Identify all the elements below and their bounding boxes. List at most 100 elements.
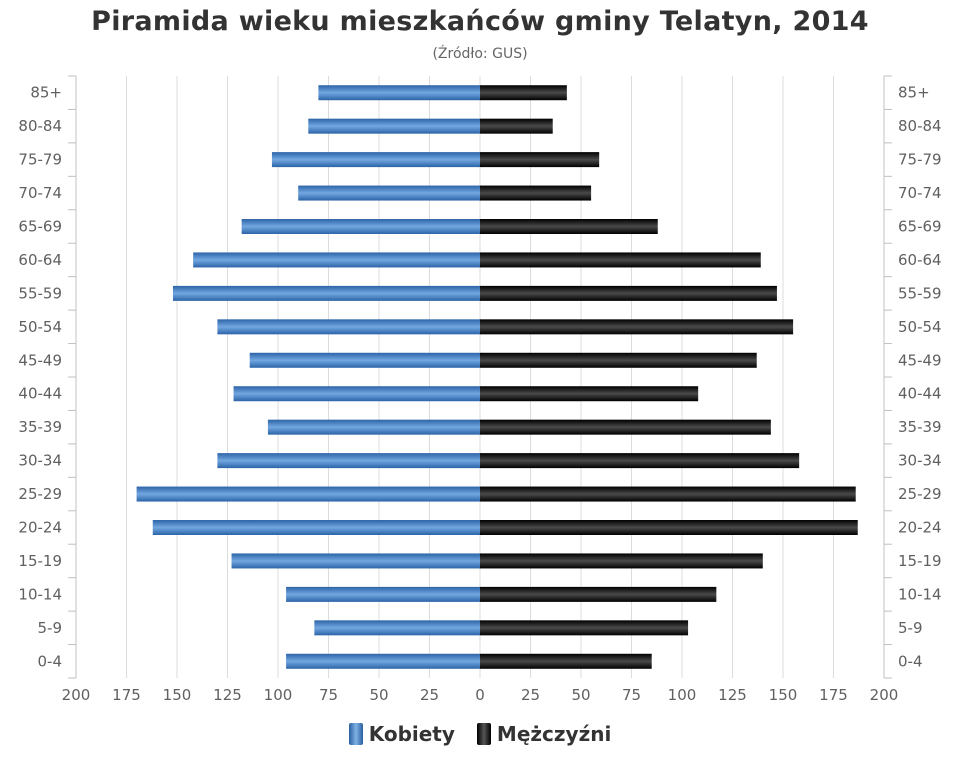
bar-women[interactable] bbox=[172, 285, 480, 301]
x-tick-label: 25 bbox=[420, 686, 439, 704]
bar-men[interactable] bbox=[480, 486, 856, 502]
x-tick-label: 175 bbox=[112, 686, 141, 704]
bar-women[interactable] bbox=[152, 520, 480, 535]
bar-men[interactable] bbox=[480, 520, 858, 535]
y-tick-label-left: 25-29 bbox=[18, 485, 62, 503]
bar-men[interactable] bbox=[480, 118, 553, 134]
y-tick-label-right: 0-4 bbox=[898, 652, 923, 670]
bar-men[interactable] bbox=[480, 285, 777, 301]
legend-label-women: Kobiety bbox=[368, 722, 455, 746]
bar-women[interactable] bbox=[193, 252, 480, 268]
bar-men[interactable] bbox=[480, 386, 699, 402]
legend-swatch-women bbox=[348, 723, 363, 745]
bar-men[interactable] bbox=[480, 219, 658, 234]
bar-men[interactable] bbox=[480, 252, 761, 268]
legend-item-men[interactable]: Mężczyźni bbox=[476, 722, 612, 746]
legend-label-men: Mężczyźni bbox=[496, 722, 612, 746]
x-tick-label: 75 bbox=[622, 686, 641, 704]
x-tick-label: 75 bbox=[319, 686, 338, 704]
y-tick-label-left: 10-14 bbox=[18, 585, 62, 603]
bar-women[interactable] bbox=[314, 620, 480, 636]
y-tick-label-right: 30-34 bbox=[898, 452, 942, 470]
y-tick-label-right: 55-59 bbox=[898, 284, 942, 302]
x-tick-label: 100 bbox=[264, 686, 293, 704]
bar-men[interactable] bbox=[480, 419, 771, 435]
y-tick-label-left: 60-64 bbox=[18, 251, 62, 269]
y-tick-label-left: 85+ bbox=[30, 84, 62, 102]
bar-women[interactable] bbox=[271, 152, 480, 168]
bar-women[interactable] bbox=[308, 118, 480, 134]
y-tick-label-right: 80-84 bbox=[898, 117, 942, 135]
y-tick-label-right: 5-9 bbox=[898, 619, 923, 637]
y-tick-label-right: 35-39 bbox=[898, 418, 942, 436]
y-tick-label-left: 80-84 bbox=[18, 117, 62, 135]
y-tick-label-right: 70-74 bbox=[898, 184, 942, 202]
y-tick-label-left: 50-54 bbox=[18, 318, 62, 336]
bar-men[interactable] bbox=[480, 85, 567, 101]
x-tick-label: 0 bbox=[475, 686, 485, 704]
x-tick-label: 200 bbox=[870, 686, 899, 704]
y-tick-label-left: 5-9 bbox=[38, 619, 63, 637]
x-tick-label: 25 bbox=[521, 686, 540, 704]
bar-women[interactable] bbox=[217, 453, 480, 469]
legend-item-women[interactable]: Kobiety bbox=[348, 722, 455, 746]
y-tick-label-left: 20-24 bbox=[18, 519, 62, 537]
legend-swatch-men bbox=[476, 723, 491, 745]
y-tick-label-right: 45-49 bbox=[898, 351, 942, 369]
bar-men[interactable] bbox=[480, 620, 689, 636]
chart-title: Piramida wieku mieszkańców gminy Telatyn… bbox=[91, 6, 869, 37]
x-tick-label: 50 bbox=[571, 686, 590, 704]
y-tick-label-left: 45-49 bbox=[18, 351, 62, 369]
chart-subtitle: (Źródło: GUS) bbox=[432, 46, 528, 62]
y-tick-label-right: 15-19 bbox=[898, 552, 942, 570]
bar-women[interactable] bbox=[231, 553, 480, 569]
bar-women[interactable] bbox=[136, 486, 480, 502]
y-tick-label-left: 70-74 bbox=[18, 184, 62, 202]
y-tick-label-left: 75-79 bbox=[18, 151, 62, 169]
y-tick-label-left: 55-59 bbox=[18, 284, 62, 302]
y-tick-label-left: 40-44 bbox=[18, 385, 62, 403]
y-tick-label-right: 65-69 bbox=[898, 218, 942, 236]
y-tick-label-right: 85+ bbox=[898, 84, 930, 102]
bar-women[interactable] bbox=[286, 653, 480, 669]
bar-women[interactable] bbox=[298, 185, 480, 201]
y-tick-label-right: 25-29 bbox=[898, 485, 942, 503]
bar-women[interactable] bbox=[249, 352, 480, 368]
bar-men[interactable] bbox=[480, 453, 800, 469]
bar-men[interactable] bbox=[480, 319, 794, 335]
y-tick-label-right: 20-24 bbox=[898, 519, 942, 537]
bar-men[interactable] bbox=[480, 653, 652, 669]
bar-women[interactable] bbox=[318, 85, 480, 101]
bar-women[interactable] bbox=[241, 219, 480, 234]
bar-women[interactable] bbox=[286, 586, 480, 602]
bar-men[interactable] bbox=[480, 352, 757, 368]
y-tick-label-left: 30-34 bbox=[18, 452, 62, 470]
y-tick-label-left: 65-69 bbox=[18, 218, 62, 236]
bar-women[interactable] bbox=[233, 386, 480, 402]
bar-women[interactable] bbox=[217, 319, 480, 335]
bar-men[interactable] bbox=[480, 553, 763, 569]
y-tick-label-right: 10-14 bbox=[898, 585, 942, 603]
bar-men[interactable] bbox=[480, 185, 592, 201]
bar-men[interactable] bbox=[480, 152, 600, 168]
y-tick-label-left: 15-19 bbox=[18, 552, 62, 570]
y-tick-label-left: 0-4 bbox=[38, 652, 63, 670]
bar-women[interactable] bbox=[267, 419, 480, 435]
x-tick-label: 150 bbox=[163, 686, 192, 704]
y-tick-label-right: 75-79 bbox=[898, 151, 942, 169]
y-tick-label-right: 40-44 bbox=[898, 385, 942, 403]
y-tick-label-right: 50-54 bbox=[898, 318, 942, 336]
x-tick-label: 175 bbox=[819, 686, 848, 704]
chart-legend: Kobiety Mężczyźni bbox=[0, 722, 960, 746]
x-tick-label: 150 bbox=[769, 686, 798, 704]
x-tick-label: 125 bbox=[213, 686, 242, 704]
bar-men[interactable] bbox=[480, 586, 717, 602]
y-tick-label-left: 35-39 bbox=[18, 418, 62, 436]
y-tick-label-right: 60-64 bbox=[898, 251, 942, 269]
x-tick-label: 200 bbox=[62, 686, 91, 704]
x-tick-label: 125 bbox=[718, 686, 747, 704]
x-tick-label: 50 bbox=[369, 686, 388, 704]
x-tick-label: 100 bbox=[668, 686, 697, 704]
